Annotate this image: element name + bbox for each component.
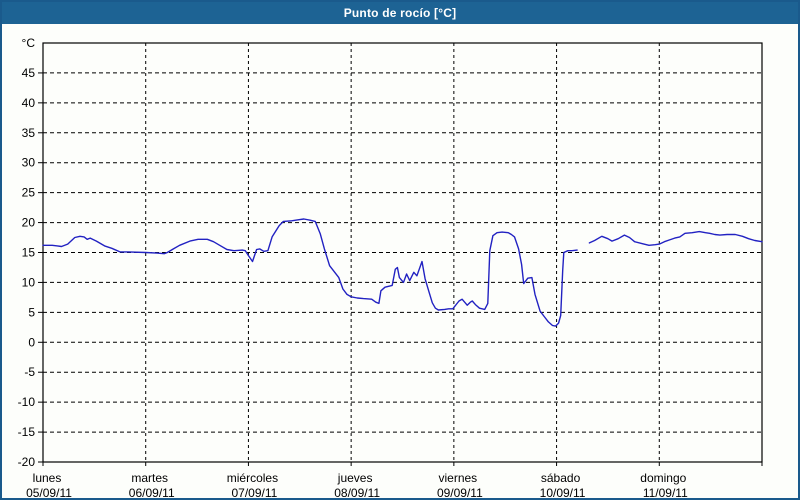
x-day-label: domingo (640, 471, 686, 485)
y-tick-label: 10 (22, 275, 36, 289)
y-tick-label: 30 (22, 156, 36, 170)
x-day-label: sábado (541, 471, 581, 485)
x-date-label: 07/09/11 (232, 486, 278, 500)
x-date-label: 09/09/11 (437, 486, 483, 500)
dew-point-line-segment (588, 230, 763, 247)
y-tick-label: -5 (24, 365, 35, 379)
x-date-label: 08/09/11 (334, 486, 380, 500)
x-date-label: 05/09/11 (26, 486, 72, 500)
x-day-label: jueves (337, 471, 373, 485)
x-date-label: 10/09/11 (540, 486, 586, 500)
y-tick-label: 0 (28, 335, 35, 349)
x-date-label: 06/09/11 (129, 486, 175, 500)
y-tick-label: -10 (18, 395, 36, 409)
y-tick-label: 5 (28, 305, 35, 319)
window-title: Punto de rocío [°C] (343, 6, 457, 20)
y-tick-label: 35 (22, 126, 36, 140)
y-tick-label: 20 (22, 216, 36, 230)
y-axis-unit-label: °C (22, 36, 36, 50)
title-bar: Punto de rocío [°C] (2, 2, 798, 24)
x-day-label: miércoles (227, 471, 278, 485)
x-day-label: martes (131, 471, 168, 485)
y-tick-label: 15 (22, 246, 36, 260)
y-tick-label: -15 (18, 425, 36, 439)
x-day-label: lunes (33, 471, 62, 485)
y-tick-label: -20 (18, 455, 36, 469)
x-day-label: viernes (439, 471, 478, 485)
y-tick-label: 45 (22, 66, 36, 80)
y-tick-label: 40 (22, 96, 36, 110)
dew-point-line-segment (42, 218, 578, 327)
y-tick-label: 25 (22, 186, 36, 200)
x-date-label: 11/09/11 (643, 486, 688, 500)
plot-border (42, 42, 763, 463)
